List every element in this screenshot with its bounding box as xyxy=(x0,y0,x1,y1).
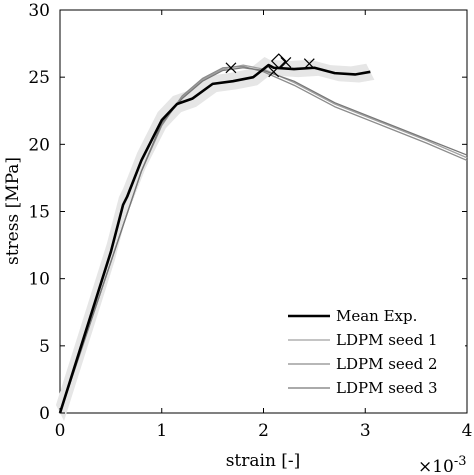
marker-x-3 xyxy=(303,58,315,70)
legend-label: LDPM seed 3 xyxy=(336,379,438,397)
x-tick-label: 4 xyxy=(462,421,473,441)
marker-x-2 xyxy=(280,56,292,68)
marker-x-1 xyxy=(268,66,280,78)
y-tick-label: 20 xyxy=(28,135,50,155)
y-tick-label: 0 xyxy=(39,404,50,424)
y-tick-label: 25 xyxy=(28,68,50,88)
legend-label: LDPM seed 2 xyxy=(336,355,438,373)
series-line-mean-exp xyxy=(58,63,371,414)
legend-box xyxy=(280,293,465,400)
x-tick-label: 2 xyxy=(258,421,269,441)
x-axis-multiplier-exponent: -3 xyxy=(454,454,467,469)
x-axis-multiplier-base: ×10 xyxy=(418,457,454,475)
legend-label: Mean Exp. xyxy=(336,307,417,325)
scatter-band-area xyxy=(55,57,375,422)
x-axis-multiplier: ×10-3 xyxy=(418,454,467,475)
tick-layer: 0 1 2 3 4 0 5 10 15 20 25 30 xyxy=(28,1,472,441)
y-tick-label: 10 xyxy=(28,270,50,290)
marker-layer xyxy=(225,53,315,78)
y-tick-label: 15 xyxy=(28,203,50,223)
x-tick-label: 3 xyxy=(360,421,371,441)
y-tick-label: 30 xyxy=(28,1,50,21)
x-tick-label: 0 xyxy=(55,421,66,441)
series-layer xyxy=(58,63,468,414)
legend-label: LDPM seed 1 xyxy=(336,331,438,349)
marker-diamond-4 xyxy=(270,53,287,69)
legend: Mean Exp. LDPM seed 1 LDPM seed 2 LDPM seed… xyxy=(280,293,465,400)
x-tick-label: 1 xyxy=(156,421,167,441)
y-axis-label: stress [MPa] xyxy=(3,157,23,265)
marker-x-0 xyxy=(225,62,237,74)
y-tick-label: 5 xyxy=(39,337,50,357)
x-axis-label: strain [-] xyxy=(226,451,301,471)
experimental-scatter-band xyxy=(55,57,375,422)
